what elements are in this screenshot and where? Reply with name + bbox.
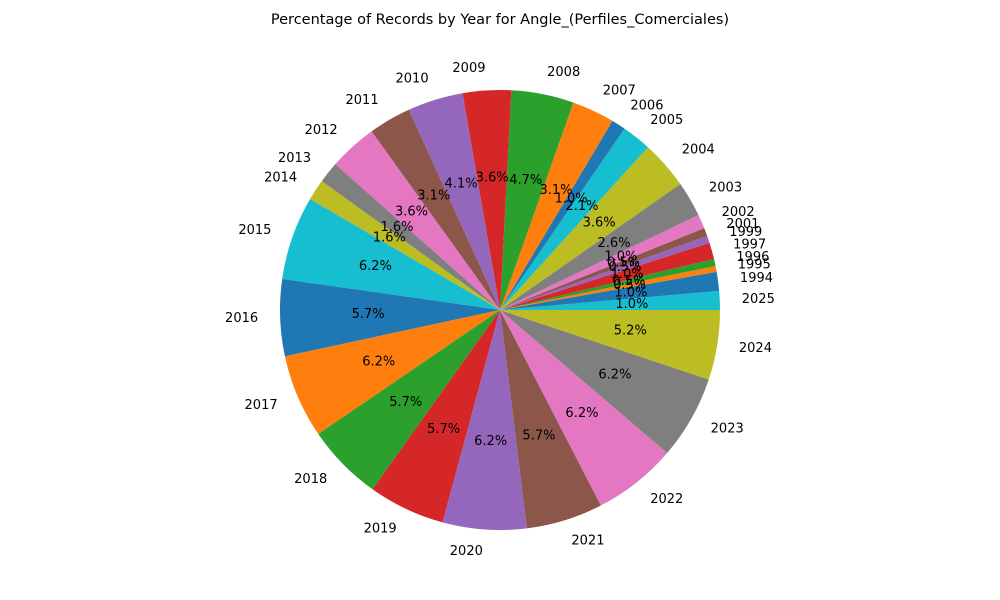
pie-slice-2013 <box>321 164 500 310</box>
pie-slice-2016 <box>280 278 500 357</box>
slice-percent-2001: 0.5% <box>607 256 640 271</box>
slice-percent-1997: 1.0% <box>611 267 644 282</box>
pie-slice-2021 <box>500 310 601 529</box>
slice-percent-1999: 0.5% <box>609 260 642 275</box>
pie-wedges <box>280 90 720 530</box>
slice-percent-2013: 1.6% <box>380 220 413 235</box>
slice-percent-2004: 3.6% <box>583 215 616 230</box>
slice-percent-2010: 4.1% <box>445 176 478 191</box>
pie-slice-1994 <box>500 271 720 310</box>
slice-label-2018: 2018 <box>294 472 327 487</box>
slice-percent-1994: 1.0% <box>614 285 647 300</box>
slice-label-2004: 2004 <box>682 143 715 158</box>
slice-percent-2021: 5.7% <box>522 429 555 444</box>
slice-label-2023: 2023 <box>711 422 744 437</box>
pie-slice-2001 <box>500 228 708 310</box>
slice-label-2016: 2016 <box>225 311 258 326</box>
slice-label-2024: 2024 <box>739 341 772 356</box>
pie-slice-1999 <box>500 236 710 310</box>
slice-percent-2006: 1.0% <box>555 191 588 206</box>
slice-label-1999: 1999 <box>729 225 762 240</box>
slice-percent-2017: 6.2% <box>362 355 395 370</box>
pie-slice-2007 <box>500 102 613 310</box>
chart-title: Percentage of Records by Year for Angle_… <box>270 12 730 28</box>
pie-slice-2011 <box>371 109 500 310</box>
slice-percent-2012: 3.6% <box>395 205 428 220</box>
slice-label-2021: 2021 <box>571 534 604 549</box>
slice-label-2010: 2010 <box>396 71 429 86</box>
pie-slice-2010 <box>408 93 500 311</box>
pie-slice-1996 <box>500 258 716 310</box>
pie-slice-2020 <box>442 310 527 530</box>
slice-percent-2020: 6.2% <box>474 434 507 449</box>
pie-slice-2002 <box>500 215 705 310</box>
slice-percent-2018: 5.7% <box>389 395 422 410</box>
slice-label-2015: 2015 <box>238 223 271 238</box>
slice-percent-2003: 2.6% <box>597 236 630 251</box>
slice-label-2007: 2007 <box>603 83 636 98</box>
slice-label-2009: 2009 <box>452 61 485 76</box>
percent-labels: 1.0%1.0%0.5%0.5%1.0%0.5%0.5%1.0%2.6%3.6%… <box>352 171 649 449</box>
slice-label-2011: 2011 <box>346 93 379 108</box>
slice-label-2013: 2013 <box>278 151 311 166</box>
pie-slice-2005 <box>500 128 648 310</box>
pie-slice-2012 <box>335 131 500 310</box>
slice-percent-2025: 1.0% <box>615 297 648 312</box>
pie-slice-2017 <box>284 310 500 435</box>
slice-label-1997: 1997 <box>733 237 766 252</box>
slice-label-1995: 1995 <box>738 257 771 272</box>
slice-label-2020: 2020 <box>450 544 483 559</box>
pie-slice-1997 <box>500 242 714 310</box>
slice-label-2005: 2005 <box>650 113 683 128</box>
pie-slice-2003 <box>500 184 699 310</box>
pie-slice-2019 <box>372 310 500 523</box>
pie-slice-2022 <box>500 310 668 506</box>
slice-label-1996: 1996 <box>736 250 769 265</box>
slice-percent-2008: 4.7% <box>509 173 542 188</box>
slice-label-2025: 2025 <box>742 292 775 307</box>
pie-slice-2018 <box>318 310 500 490</box>
slice-percent-2007: 3.1% <box>540 183 573 198</box>
slice-percent-2016: 5.7% <box>352 307 385 322</box>
slice-label-2002: 2002 <box>722 205 755 220</box>
pie-slice-2006 <box>500 120 625 310</box>
slice-percent-2009: 3.6% <box>476 171 509 186</box>
pie-slice-2004 <box>500 147 681 310</box>
slice-label-2008: 2008 <box>547 65 580 80</box>
pie-slice-2024 <box>500 310 720 380</box>
pie-slice-2014 <box>309 181 500 310</box>
slice-label-2014: 2014 <box>264 170 297 185</box>
slice-percent-1995: 0.5% <box>613 278 646 293</box>
pie-slice-2025 <box>500 290 720 310</box>
pie-slice-1995 <box>500 265 717 310</box>
slice-percent-2015: 6.2% <box>359 259 392 274</box>
slice-label-2012: 2012 <box>305 123 338 138</box>
slice-label-2017: 2017 <box>245 398 278 413</box>
slice-percent-1996: 0.5% <box>612 274 645 289</box>
slice-percent-2022: 6.2% <box>565 406 598 421</box>
slice-percent-2023: 6.2% <box>598 367 631 382</box>
pie-slice-2008 <box>500 90 574 310</box>
slice-label-2001: 2001 <box>726 217 759 232</box>
slice-percent-2002: 1.0% <box>604 249 637 264</box>
slice-label-2003: 2003 <box>709 181 742 196</box>
slice-label-1994: 1994 <box>740 271 773 286</box>
slice-label-2019: 2019 <box>364 521 397 536</box>
slice-label-2006: 2006 <box>630 99 663 114</box>
slice-label-2022: 2022 <box>650 492 683 507</box>
slice-percent-2005: 2.1% <box>565 199 598 214</box>
pie-slice-2023 <box>500 310 709 454</box>
pie-slice-2015 <box>282 199 500 310</box>
pie-slice-2009 <box>462 90 512 311</box>
slice-percent-2014: 1.6% <box>373 230 406 245</box>
slice-percent-2024: 5.2% <box>614 324 647 339</box>
slice-percent-2011: 3.1% <box>417 188 450 203</box>
slice-percent-2019: 5.7% <box>427 422 460 437</box>
